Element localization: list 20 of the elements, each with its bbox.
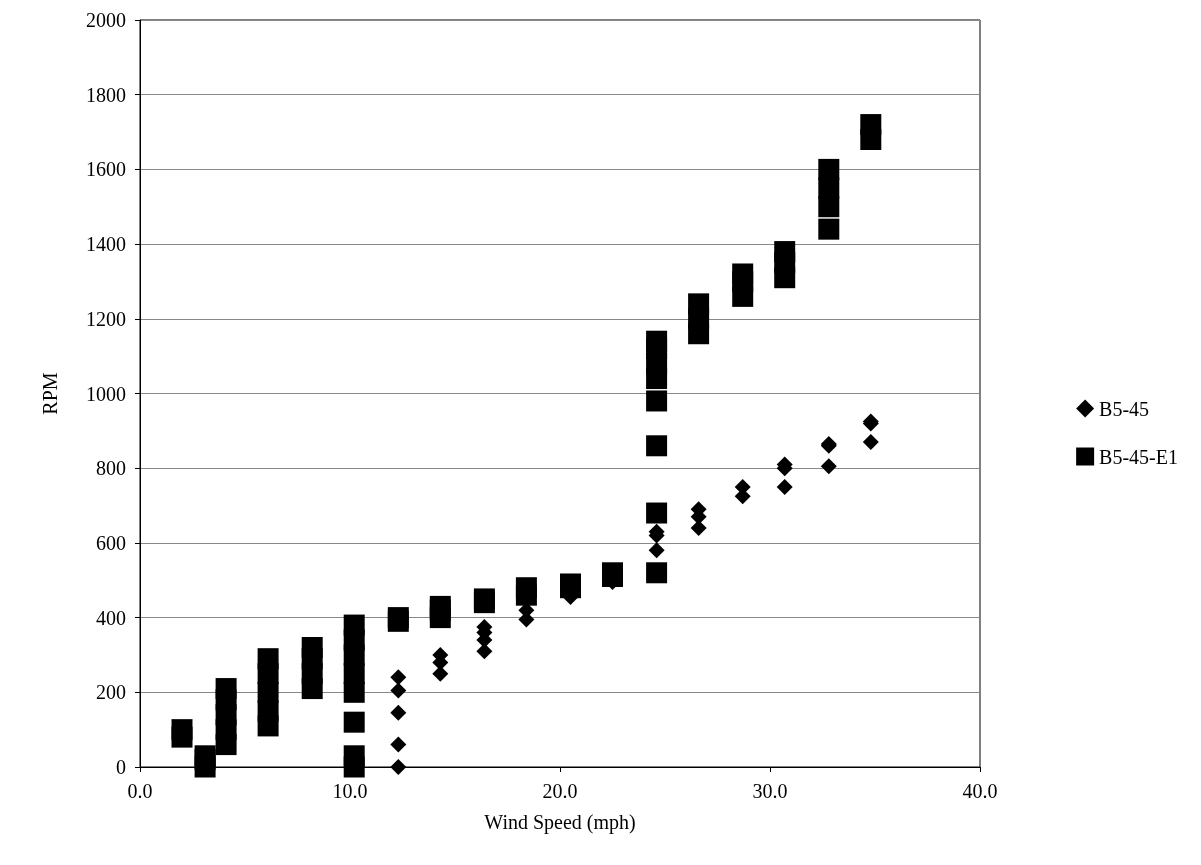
y-tick-label: 200 — [96, 681, 126, 704]
y-tick-label: 800 — [96, 457, 126, 480]
y-tick-label: 1400 — [86, 233, 126, 256]
y-axis-title: RPM — [39, 372, 61, 415]
y-tick-label: 1800 — [86, 83, 126, 106]
y-tick-label: 400 — [96, 606, 126, 629]
legend-label: B5-45-E1 — [1099, 445, 1179, 468]
y-tick-label: 1200 — [86, 307, 126, 330]
x-tick-label: 30.0 — [752, 780, 788, 802]
y-tick-label: 600 — [96, 531, 126, 554]
x-tick-label: 40.0 — [962, 780, 998, 802]
x-tick-label: 0.0 — [127, 780, 153, 802]
x-axis-title: Wind Speed (mph) — [484, 811, 636, 834]
x-tick-label: 20.0 — [542, 780, 578, 802]
y-tick-label: 1000 — [86, 382, 126, 405]
y-tick-label: 0 — [116, 756, 126, 778]
legend-label: B5-45 — [1099, 397, 1150, 420]
x-tick-label: 10.0 — [332, 780, 368, 802]
y-tick-label: 2000 — [86, 9, 126, 31]
y-tick-label: 1600 — [86, 158, 126, 181]
